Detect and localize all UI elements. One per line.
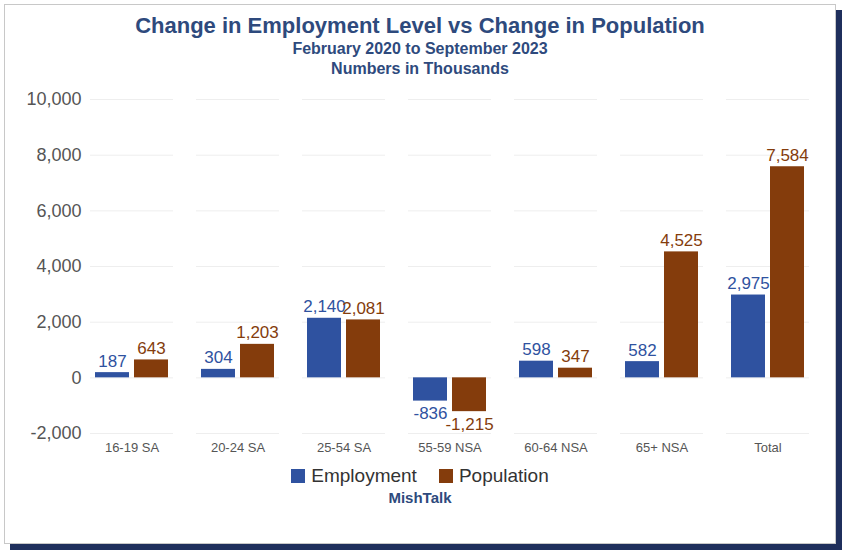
svg-text:598: 598 [522,340,550,359]
html-text:February 2020 to September 202: February 2020 to September 2023 [292,40,548,57]
svg-text:65+ NSA: 65+ NSA [636,440,689,455]
svg-text:2,000: 2,000 [36,312,81,332]
svg-text:10,000: 10,000 [26,89,81,109]
svg-text:187: 187 [98,352,126,371]
svg-text:4,000: 4,000 [36,256,81,276]
svg-text:25-54 SA: 25-54 SA [317,440,372,455]
svg-text:6,000: 6,000 [36,201,81,221]
svg-text:55-59 NSA: 55-59 NSA [418,440,482,455]
svg-text:2,081: 2,081 [342,299,385,318]
svg-text:4,525: 4,525 [660,231,703,250]
svg-text:60-64 NSA: 60-64 NSA [524,440,588,455]
svg-text:7,584: 7,584 [766,146,809,165]
html-text:Numbers in Thousands: Numbers in Thousands [331,60,509,77]
svg-text:-2,000: -2,000 [30,423,81,443]
html-text:MishTalk: MishTalk [388,489,452,506]
svg-text:643: 643 [137,339,165,358]
html-text:Population: Population [458,465,549,486]
svg-text:582: 582 [628,341,656,360]
svg-text:8,000: 8,000 [36,145,81,165]
svg-text:20-24 SA: 20-24 SA [211,440,266,455]
svg-text:-836: -836 [413,404,447,423]
svg-text:347: 347 [561,347,589,366]
html-text:Change in Employment Level vs: Change in Employment Level vs Change in … [135,13,705,38]
svg-text:0: 0 [71,368,81,388]
svg-text:2,140: 2,140 [303,297,346,316]
svg-text:Total: Total [754,440,782,455]
svg-text:1,203: 1,203 [236,323,279,342]
svg-text:16-19 SA: 16-19 SA [105,440,160,455]
svg-text:-1,215: -1,215 [445,415,493,434]
html-text:Employment: Employment [311,465,417,486]
svg-text:304: 304 [204,348,232,367]
svg-text:2,975: 2,975 [727,274,770,293]
